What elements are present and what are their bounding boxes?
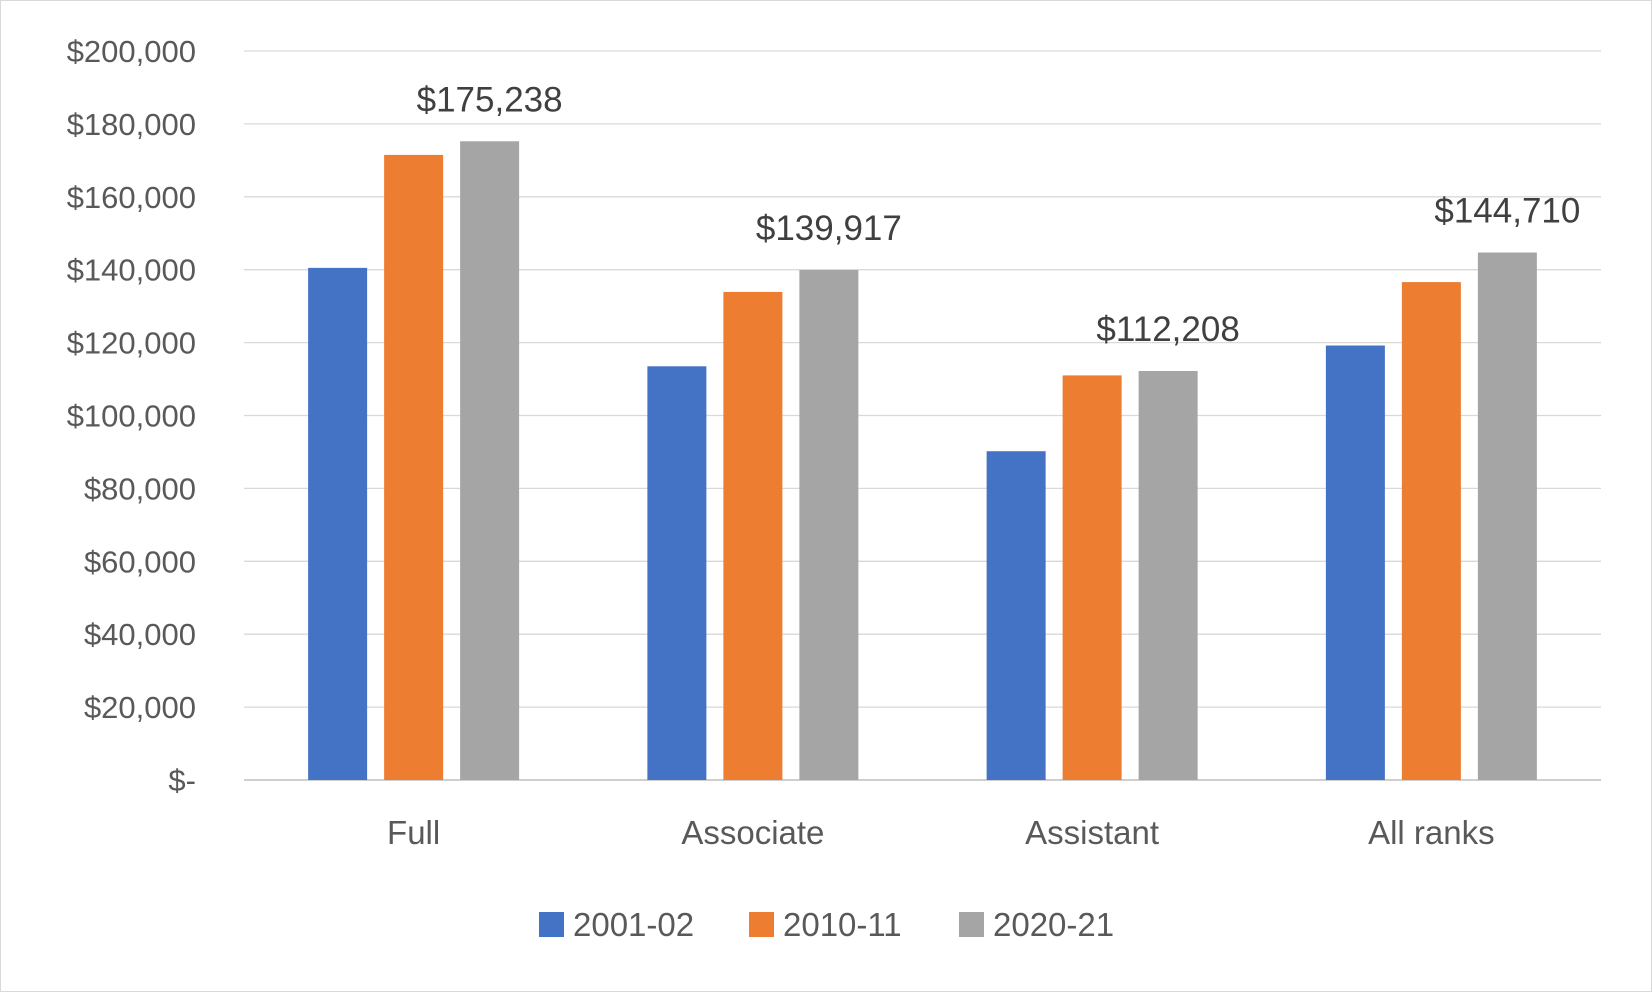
bar-2010-11-all-ranks xyxy=(1401,282,1461,780)
y-tick-label: $20,000 xyxy=(84,690,196,725)
bar-2020-21-full xyxy=(460,141,520,780)
x-tick-label: Assistant xyxy=(1025,814,1159,851)
bar-2020-21-associate xyxy=(799,270,859,780)
legend-label: 2001-02 xyxy=(573,906,694,943)
y-tick-label: $180,000 xyxy=(67,107,196,142)
x-tick-label: Full xyxy=(387,814,440,851)
y-tick-label: $100,000 xyxy=(67,399,196,434)
bar-2001-02-all-ranks xyxy=(1325,345,1385,780)
y-tick-label: $40,000 xyxy=(84,617,196,652)
y-tick-label: $60,000 xyxy=(84,544,196,579)
data-label: $139,917 xyxy=(756,209,902,248)
bar-2020-21-all-ranks xyxy=(1477,252,1537,780)
gridlines xyxy=(244,50,1601,781)
y-tick-label: $80,000 xyxy=(84,471,196,506)
y-tick-label: $200,000 xyxy=(67,34,196,69)
bar-2010-11-full xyxy=(384,154,444,780)
legend-label: 2020-21 xyxy=(993,906,1114,943)
bars xyxy=(308,141,1537,780)
legend-swatch xyxy=(539,912,564,937)
legend-swatch xyxy=(749,912,774,937)
y-tick-label: $120,000 xyxy=(67,326,196,361)
x-axis-ticks: Full Associate Assistant All ranks xyxy=(387,814,1495,851)
bar-2001-02-associate xyxy=(647,366,707,780)
bar-2010-11-assistant xyxy=(1062,375,1122,780)
x-tick-label: Associate xyxy=(681,814,824,851)
y-tick-label: $160,000 xyxy=(67,180,196,215)
bar-2020-21-assistant xyxy=(1138,371,1198,780)
legend-label: 2010-11 xyxy=(783,906,902,943)
data-labels: $175,238 $139,917 $112,208 $144,710 xyxy=(417,80,1581,349)
x-tick-label: All ranks xyxy=(1368,814,1495,851)
legend-swatch xyxy=(959,912,984,937)
bar-2010-11-associate xyxy=(723,291,783,780)
data-label: $144,710 xyxy=(1434,192,1580,231)
y-tick-label: $140,000 xyxy=(67,253,196,288)
legend: 2001-02 2010-11 2020-21 xyxy=(539,906,1114,943)
data-label: $175,238 xyxy=(417,80,563,119)
y-axis-ticks: $200,000 $180,000 $160,000 $140,000 $120,000… xyxy=(67,34,196,798)
bar-2001-02-assistant xyxy=(986,451,1046,780)
y-tick-label: $- xyxy=(168,763,196,798)
bar-2001-02-full xyxy=(308,267,368,780)
data-label: $112,208 xyxy=(1096,310,1239,349)
